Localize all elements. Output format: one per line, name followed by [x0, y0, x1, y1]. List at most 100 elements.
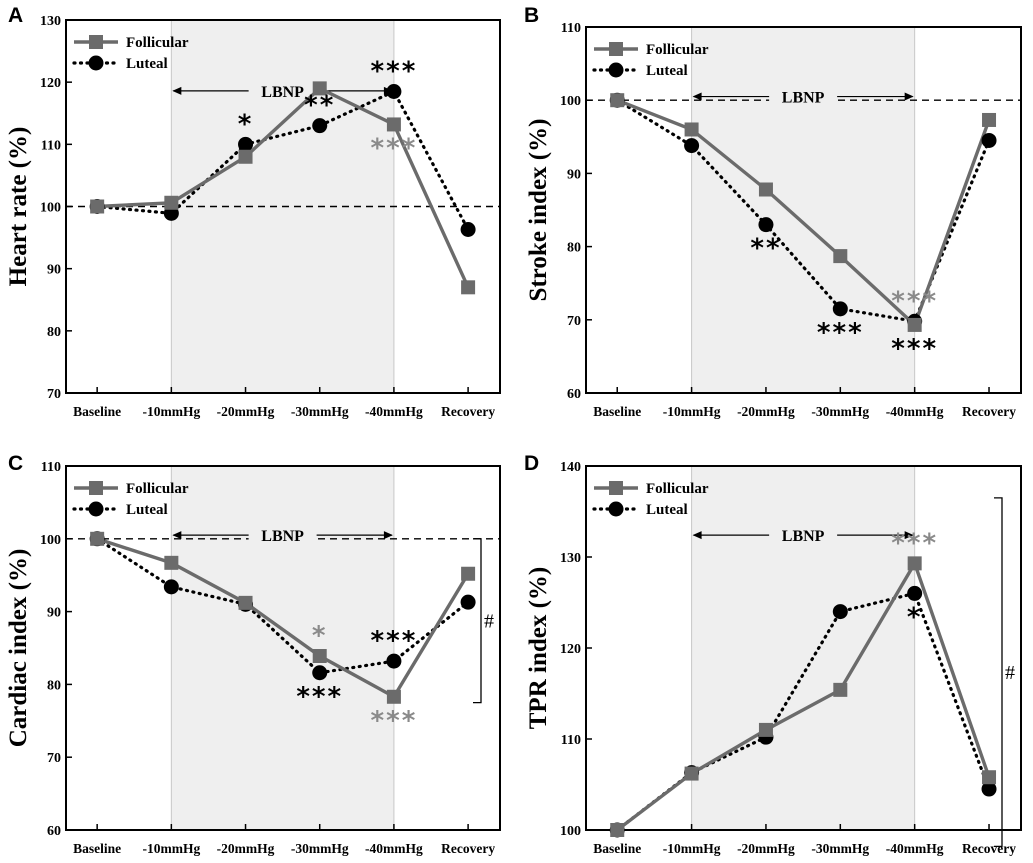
lbnp-arrow-left-head	[172, 531, 182, 540]
follicular-point	[907, 556, 922, 571]
legend-luteal-marker	[608, 501, 624, 517]
follicular-point	[610, 93, 625, 108]
y-axis-label: TPR index (%)	[525, 567, 552, 730]
luteal-point	[832, 604, 848, 620]
x-tick-label: -30mmHg	[291, 841, 349, 856]
follicular-point	[164, 555, 179, 570]
x-tick-label: -10mmHg	[142, 404, 200, 419]
x-tick-label: -30mmHg	[291, 404, 349, 419]
y-tick-label: 90	[567, 167, 581, 182]
lbnp-arrow-right-head	[904, 92, 914, 101]
x-tick-label: -40mmHg	[365, 404, 423, 419]
significance-marker: ***	[371, 706, 418, 736]
x-tick-label: -30mmHg	[811, 404, 869, 419]
x-tick-label: -40mmHg	[886, 404, 944, 419]
y-axis-label: Stroke index (%)	[525, 119, 552, 302]
x-tick-label: -40mmHg	[886, 841, 944, 856]
series-follicular-line	[616, 98, 991, 328]
y-tick-label: 70	[47, 751, 61, 766]
luteal-point	[312, 118, 328, 134]
follicular-point	[907, 317, 922, 332]
follicular-point	[386, 689, 401, 704]
follicular-point	[386, 117, 401, 132]
x-tick-label: Recovery	[962, 404, 1016, 419]
panel-letter: D	[524, 452, 539, 475]
bracket-hash-label: #	[1005, 662, 1015, 684]
x-tick-label: Baseline	[593, 841, 641, 856]
significance-marker: ***	[371, 133, 418, 163]
follicular-point	[238, 595, 253, 610]
significance-marker: ***	[371, 626, 418, 656]
significance-marker: *	[238, 109, 254, 139]
significance-marker: ***	[817, 318, 864, 348]
panel-letter: C	[8, 452, 23, 475]
legend-luteal-label: Luteal	[646, 63, 688, 79]
follicular-point	[312, 649, 327, 664]
follicular-point	[461, 566, 476, 581]
luteal-point	[238, 136, 254, 152]
follicular-point	[758, 182, 773, 197]
follicular-point	[982, 770, 997, 785]
x-tick-label: Recovery	[441, 841, 495, 856]
y-tick-label: 100	[40, 201, 61, 216]
panel-d: LBNP 100 110 120 130 140 Baseline -10mmHg -20mmH…	[524, 452, 1022, 856]
series-follicular-line	[97, 86, 470, 289]
legend-follicular-label: Follicular	[126, 35, 189, 51]
y-tick-label: 70	[47, 387, 61, 402]
y-tick-label: 60	[567, 387, 581, 402]
plot-frame	[585, 26, 1022, 394]
series-luteal-line	[95, 537, 470, 675]
significance-marker: ***	[371, 56, 418, 86]
significance-marker: **	[304, 91, 335, 121]
follicular-point	[164, 195, 179, 210]
luteal-point	[981, 132, 997, 148]
x-tick-label: -20mmHg	[217, 841, 275, 856]
y-tick-label: 110	[561, 733, 581, 748]
luteal-point	[981, 781, 997, 797]
significance-bracket	[473, 538, 482, 704]
legend-follicular-marker	[89, 35, 103, 49]
lbnp-shaded-region	[171, 466, 394, 830]
plot-frame	[65, 465, 501, 831]
x-tick-label: Baseline	[73, 404, 121, 419]
significance-marker: ***	[891, 334, 938, 364]
lbnp-arrow-left-head	[692, 531, 702, 540]
significance-bracket	[994, 497, 1003, 848]
y-tick-label: 80	[567, 241, 581, 256]
lbnp-label: LBNP	[261, 84, 304, 101]
x-tick-label: Recovery	[441, 404, 495, 419]
x-tick-label: Recovery	[962, 841, 1016, 856]
luteal-point	[832, 301, 848, 317]
y-tick-label: 90	[47, 263, 61, 278]
lbnp-label-bg	[248, 524, 317, 545]
lbnp-label: LBNP	[782, 90, 825, 107]
x-tick-label: -20mmHg	[737, 404, 795, 419]
x-tick-label: Baseline	[593, 404, 641, 419]
significance-marker: ***	[891, 286, 938, 316]
y-tick-label: 130	[40, 14, 61, 29]
legend-follicular-marker	[609, 481, 623, 495]
luteal-point	[460, 222, 476, 238]
panel-b: LBNP 60 70 80 90 100 110 Baseline -10mmHg -20mmHg…	[524, 4, 1022, 419]
y-tick-label: 60	[47, 824, 61, 839]
x-tick-label: -20mmHg	[217, 404, 275, 419]
series-follicular-line	[96, 537, 470, 700]
legend-luteal-label: Luteal	[646, 502, 688, 518]
luteal-point	[460, 594, 476, 610]
lbnp-arrow-left-head	[172, 86, 182, 95]
significance-marker: ***	[891, 528, 938, 558]
luteal-point	[907, 585, 923, 601]
x-tick-label: -20mmHg	[737, 841, 795, 856]
x-tick-label: -30mmHg	[811, 841, 869, 856]
y-tick-label: 140	[560, 460, 581, 475]
y-tick-label: 110	[41, 460, 61, 475]
y-tick-label: 130	[560, 551, 581, 566]
luteal-point	[386, 653, 402, 669]
y-tick-label: 80	[47, 678, 61, 693]
follicular-point	[833, 682, 848, 697]
lbnp-label: LBNP	[782, 528, 825, 545]
luteal-point	[386, 83, 402, 99]
lbnp-shaded-region	[691, 27, 915, 393]
significance-marker: **	[750, 234, 781, 264]
